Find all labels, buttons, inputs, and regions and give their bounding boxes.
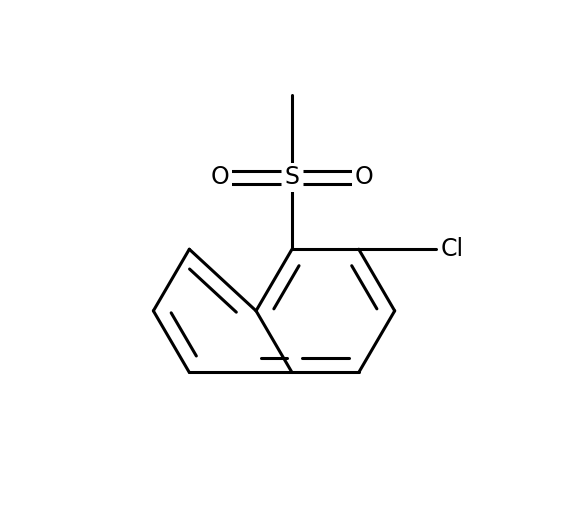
Text: Cl: Cl [441,237,464,261]
Text: S: S [284,166,300,189]
Text: O: O [354,166,373,189]
Text: O: O [211,166,230,189]
